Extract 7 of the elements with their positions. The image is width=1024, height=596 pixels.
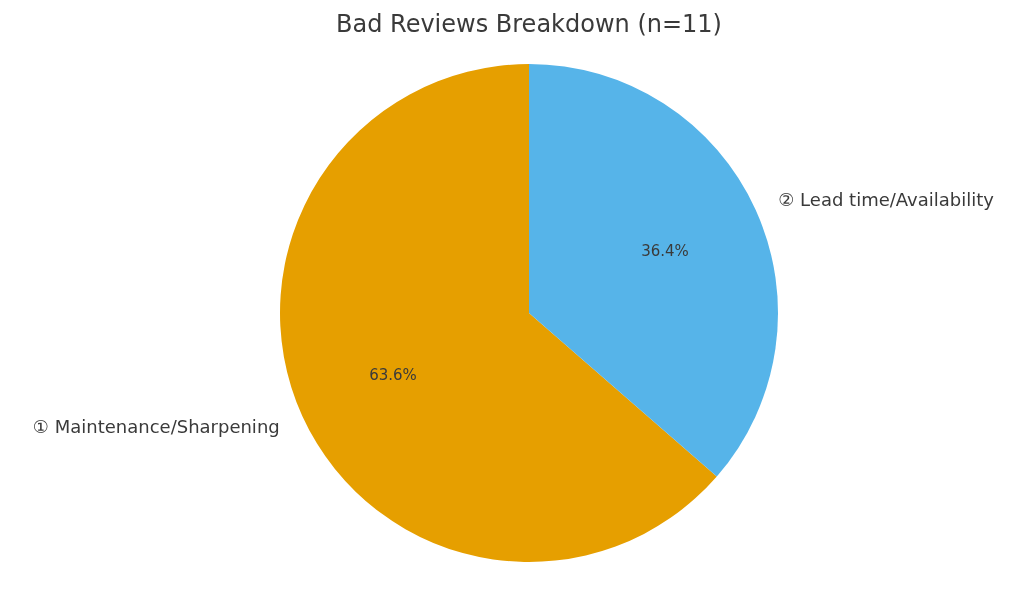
slice-label: ① Maintenance/Sharpening <box>32 415 280 437</box>
data-label: 36.4% <box>641 242 689 261</box>
slice-label: ② Lead time/Availability <box>778 188 995 210</box>
pie-slice <box>280 64 717 562</box>
data-label: 63.6% <box>369 366 417 385</box>
chart-title: Bad Reviews Breakdown (n=11) <box>336 10 722 38</box>
pie-slice <box>529 64 778 477</box>
